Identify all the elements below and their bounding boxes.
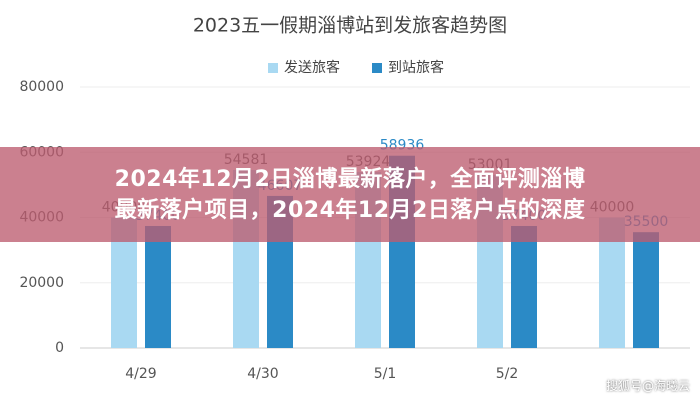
banner-line: 最新落户项目，2024年12月2日落户点的深度 — [114, 197, 586, 223]
legend-label: 发送旅客 — [284, 59, 340, 76]
x-tick-label: 4/29 — [125, 366, 156, 382]
banner-line: 2024年12月2日淄博最新落户，全面评测淄博 — [114, 166, 586, 192]
y-tick-label: 0 — [55, 340, 64, 356]
legend-swatch — [268, 63, 278, 73]
x-tick-label: 5/1 — [374, 366, 397, 382]
legend-swatch — [372, 63, 382, 73]
banner: 2024年12月2日淄博最新落户，全面评测淄博 最新落户项目，2024年12月2… — [0, 147, 700, 242]
bar — [633, 232, 659, 348]
x-tick-label: 5/2 — [496, 366, 519, 382]
legend-label: 到站旅客 — [388, 59, 444, 76]
bar — [511, 225, 537, 348]
bar — [145, 225, 171, 348]
y-tick-label: 20000 — [19, 275, 64, 291]
y-tick-label: 80000 — [19, 79, 64, 95]
x-tick-label: 4/30 — [247, 366, 278, 382]
chart-title: 2023五一假期淄博站到发旅客趋势图 — [193, 15, 507, 37]
watermark: 搜狐号@海曦云 — [605, 379, 690, 393]
